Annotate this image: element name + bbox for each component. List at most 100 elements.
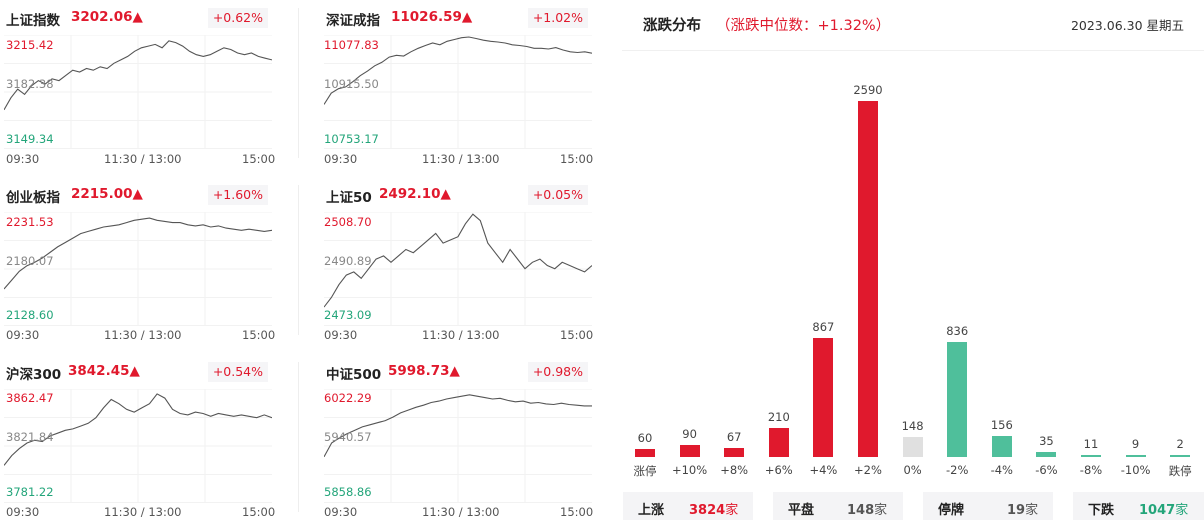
high-label: 11077.83 (324, 38, 379, 52)
distribution-bar[interactable] (813, 337, 834, 457)
summary-key: 上涨 (638, 503, 665, 518)
mid-label: 5940.57 (324, 430, 372, 444)
summary-item: 上涨 3824家 (623, 492, 753, 520)
index-name: 中证500 (326, 367, 382, 383)
bar-value-label: 2590 (853, 83, 883, 97)
summary-item: 平盘 148家 (773, 492, 903, 520)
intraday-chart (4, 212, 272, 326)
distribution-title: 涨跌分布 (643, 18, 701, 34)
index-name: 上证50 (326, 190, 372, 206)
time-mid: 11:30 / 13:00 (104, 505, 182, 519)
index-card-sse50[interactable]: 上证50 2492.10▲ +0.05% 2508.70 2490.89 247… (320, 177, 593, 349)
time-close: 15:00 (242, 328, 276, 342)
high-label: 3862.47 (6, 391, 54, 405)
intraday-chart (4, 35, 272, 149)
distribution-bar[interactable] (1125, 455, 1146, 457)
trade-date: 2023.06.30 星期五 (1070, 18, 1184, 33)
index-price: 11026.59▲ (391, 9, 473, 25)
low-label: 3149.34 (6, 132, 54, 146)
distribution-bar[interactable] (991, 435, 1012, 457)
low-label: 3781.22 (6, 485, 54, 499)
index-header: 沪深300 3842.45▲ +0.54% (0, 354, 268, 383)
index-name: 深证成指 (326, 13, 380, 29)
distribution-bar[interactable] (947, 342, 968, 457)
bar-value-label: 11 (1083, 437, 1099, 451)
bar-value-label: 9 (1131, 437, 1140, 451)
summary-unit: 家 (725, 503, 739, 518)
time-mid: 11:30 / 13:00 (422, 505, 500, 519)
distribution-bar[interactable] (724, 447, 745, 457)
summary-value: 3824家 (689, 503, 739, 518)
chart-grid (4, 389, 272, 503)
high-label: 6022.29 (324, 391, 372, 405)
distribution-bar[interactable] (768, 428, 789, 457)
low-label: 5858.86 (324, 485, 372, 499)
time-close: 15:00 (242, 505, 276, 519)
time-open: 09:30 (324, 152, 358, 166)
bar-category-label: -6% (1035, 463, 1058, 477)
price-line (324, 394, 592, 458)
bar-category-label: -10% (1120, 463, 1151, 477)
summary-key: 下跌 (1088, 503, 1115, 518)
bar-category-label: +6% (764, 463, 793, 477)
bar-value-label: 2 (1176, 437, 1184, 451)
distribution-bar[interactable] (635, 448, 655, 457)
distribution-bar[interactable] (858, 101, 878, 457)
index-card-shenzhen[interactable]: 深证成指 11026.59▲ +1.02% 11077.83 10915.50 … (320, 0, 593, 172)
intraday-chart (324, 389, 592, 503)
distribution-bar[interactable] (1170, 455, 1191, 457)
distribution-bar[interactable] (1081, 455, 1101, 457)
time-mid: 11:30 / 13:00 (422, 328, 500, 342)
index-header: 中证500 5998.73▲ +0.98% (320, 354, 588, 383)
mid-label: 2180.07 (6, 254, 54, 268)
summary-value: 148家 (847, 503, 888, 518)
summary-value: 19家 (1007, 503, 1039, 518)
index-card-shanghai[interactable]: 上证指数 3202.06▲ +0.62% 3215.42 3182.38 314… (0, 0, 275, 172)
index-header: 创业板指 2215.00▲ +1.60% (0, 177, 268, 206)
summary-item: 停牌 19家 (923, 492, 1053, 520)
summary-key: 停牌 (938, 503, 965, 518)
index-card-csi300[interactable]: 沪深300 3842.45▲ +0.54% 3862.47 3821.84 37… (0, 354, 275, 522)
mid-label: 3182.38 (6, 77, 54, 91)
index-name: 沪深300 (6, 367, 62, 383)
high-label: 3215.42 (6, 38, 54, 52)
bar-category-label: 涨停 (633, 464, 657, 478)
bar-value-label: 156 (990, 417, 1013, 432)
price-line (4, 40, 272, 111)
index-change-badge: +0.54% (207, 362, 268, 382)
index-change-badge: +0.05% (527, 185, 588, 205)
bar-category-label: -4% (990, 463, 1013, 477)
mid-label: 10915.50 (324, 77, 379, 91)
intraday-chart (324, 212, 592, 326)
bar-value-label: 60 (637, 430, 653, 445)
distribution-bar[interactable] (1036, 452, 1057, 457)
high-label: 2231.53 (6, 215, 54, 229)
bar-value-label: 90 (682, 426, 697, 441)
index-change-badge: +0.62% (207, 8, 268, 28)
bar-category-label: +8% (720, 463, 749, 477)
bar-value-label: 35 (1039, 434, 1054, 449)
mid-label: 3821.84 (6, 430, 54, 444)
bar-value-label: 148 (901, 418, 924, 433)
low-label: 2128.60 (6, 308, 54, 322)
index-card-csi500[interactable]: 中证500 5998.73▲ +0.98% 6022.29 5940.57 58… (320, 354, 593, 522)
index-card-chinext[interactable]: 创业板指 2215.00▲ +1.60% 2231.53 2180.07 212… (0, 177, 275, 349)
mid-label: 2490.89 (324, 254, 372, 268)
chart-grid (324, 35, 592, 149)
panel-divider (622, 50, 1204, 51)
time-close: 15:00 (560, 152, 594, 166)
time-close: 15:00 (242, 152, 276, 166)
distribution-bar[interactable] (902, 436, 923, 457)
time-open: 09:30 (324, 505, 358, 519)
chart-grid (4, 212, 272, 326)
low-label: 10753.17 (324, 132, 379, 146)
index-price: 2215.00▲ (71, 186, 143, 202)
distribution-bar[interactable] (679, 444, 700, 457)
bar-category-label: +10% (671, 463, 708, 477)
bar-value-label: 210 (767, 410, 790, 425)
bar-value-label: 867 (812, 319, 835, 334)
index-price: 2492.10▲ (379, 186, 451, 202)
high-label: 2508.70 (324, 215, 372, 229)
index-price: 5998.73▲ (388, 363, 460, 379)
time-mid: 11:30 / 13:00 (422, 152, 500, 166)
